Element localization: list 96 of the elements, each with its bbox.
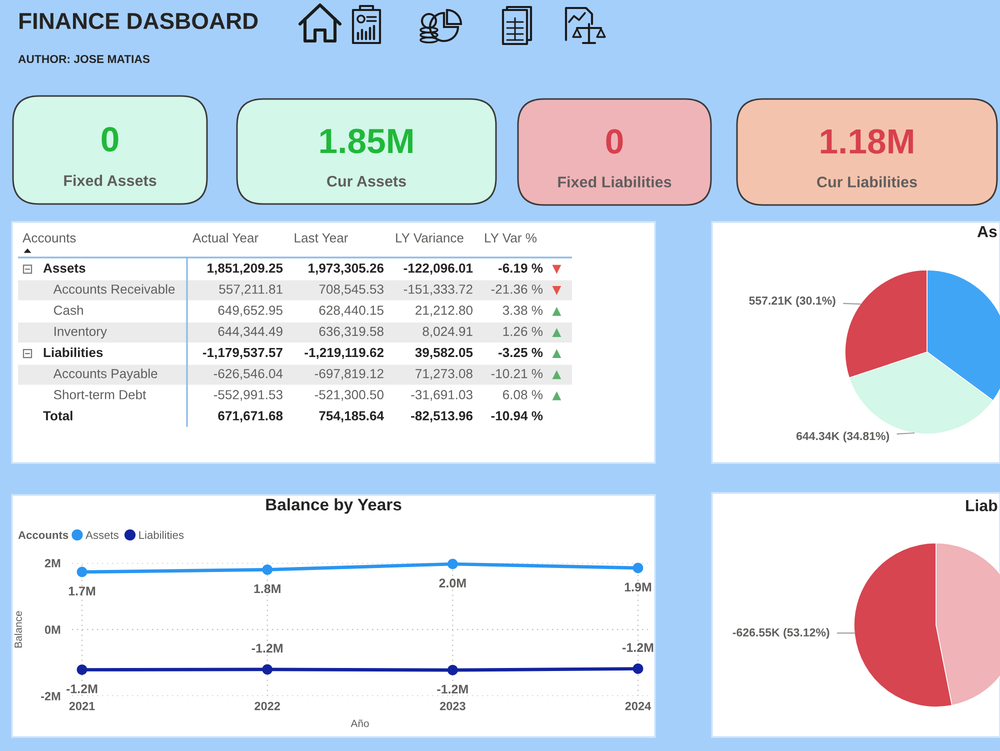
text: ▲ — [552, 391, 562, 400]
text: -626,546.04 — [214, 368, 283, 380]
data-label: -1.2M — [437, 684, 468, 694]
text: 1.18M — [820, 129, 913, 154]
text: -3.25 % — [498, 348, 543, 358]
legend-title: Accounts — [18, 531, 68, 539]
text: Short-term Debt — [54, 390, 146, 400]
text: Fixed Assets — [64, 174, 156, 186]
text: -21.36 % — [491, 284, 543, 294]
text: -10.21 % — [491, 368, 543, 378]
y-tick-label: 0M — [44, 626, 60, 634]
text: FINANCE DASBOARD — [20, 12, 258, 30]
text: 1,851,209.25 — [208, 263, 283, 275]
text: -10.94 % — [491, 411, 543, 420]
text: 71,273.08 — [416, 368, 472, 380]
text: Cur Liabilities — [817, 176, 917, 188]
text: 21,212.80 — [416, 306, 472, 316]
point — [447, 558, 458, 570]
text: Inventory — [54, 326, 107, 339]
x-tick-label: 2022 — [254, 702, 280, 710]
point — [632, 664, 644, 674]
text: -82,513.96 — [411, 411, 473, 422]
text: 557,211.81 — [219, 284, 282, 296]
text: ▼ — [552, 286, 562, 295]
text: -552,991.53 — [214, 390, 282, 401]
text: 8,024.91 — [422, 326, 472, 338]
y-tick-label: 2M — [44, 559, 60, 568]
text: ▲ — [552, 349, 562, 358]
text: ▲ — [552, 306, 562, 316]
text: 671,671.68 — [218, 411, 283, 422]
point — [76, 664, 88, 675]
data-label: 644.34K (34.81%) — [796, 432, 890, 442]
text: 708,545.53 — [319, 284, 384, 296]
text: Cur Assets — [327, 176, 406, 187]
text: ▲ — [552, 328, 562, 337]
legend-label: Assets — [86, 531, 118, 539]
text: Total — [43, 410, 72, 420]
point — [447, 664, 458, 676]
category-label: Last Year — [294, 233, 348, 243]
text: 628,440.15 — [319, 306, 384, 316]
text: Fixed Liabilities — [558, 176, 672, 188]
chart-title: Balance by Years — [266, 498, 402, 514]
text: 754,185.64 — [319, 411, 384, 422]
data-label: 1.7M — [68, 586, 96, 596]
text: 3.38 % — [502, 306, 543, 315]
data-label: -1.2M — [66, 684, 98, 694]
text: 6.08 % — [503, 390, 543, 400]
point — [76, 566, 88, 578]
point — [262, 664, 273, 675]
text: AUTHOR: JOSE MATIAS — [18, 54, 150, 64]
text: Assets — [43, 264, 86, 273]
point — [632, 562, 644, 574]
data-label: -1.2M — [252, 644, 282, 652]
text: -697,819.12 — [314, 368, 384, 380]
text: 1.26 % — [503, 326, 543, 336]
text: 649,652.95 — [218, 306, 282, 316]
text: Accounts Receivable — [53, 284, 175, 294]
text: 636,319.58 — [319, 326, 384, 338]
text: 0 — [606, 129, 623, 154]
y-axis-title: Balance — [14, 611, 22, 648]
text: Accounts Payable — [53, 368, 158, 381]
data-label: -626.55K (53.12%) — [732, 628, 830, 639]
text: ▲ — [552, 370, 562, 380]
text: -6.19 % — [498, 263, 543, 273]
text: 1,973,305.26 — [308, 263, 384, 275]
legend-label: Liabilities — [139, 530, 184, 539]
text: -122,096.01 — [404, 263, 473, 275]
category-label: LY Variance — [396, 232, 464, 243]
text: -151,333.72 — [404, 284, 472, 296]
data-label: 2.0M — [439, 578, 466, 588]
text: 644,344.49 — [218, 326, 282, 338]
x-axis-title: Año — [350, 720, 369, 728]
x-tick-label: 2021 — [69, 702, 95, 710]
x-tick-label: 2023 — [440, 702, 466, 710]
text: 1.85M — [320, 128, 412, 154]
text: -521,300.50 — [314, 390, 384, 401]
text: 39,582.05 — [415, 348, 473, 359]
chart-title: Liab — [966, 500, 998, 512]
text: Liabilities — [44, 348, 103, 358]
data-label: 557.21K (30.1%) — [749, 296, 836, 307]
data-label: 1.9M — [624, 582, 652, 592]
data-label: 1.8M — [254, 584, 280, 594]
data-label: -1.2M — [622, 643, 654, 652]
chart-title: As — [977, 226, 997, 238]
text: -31,691.03 — [411, 390, 472, 401]
category-label: Accounts — [22, 233, 76, 243]
category-label: Actual Year — [192, 232, 258, 243]
x-tick-label: 2024 — [625, 702, 652, 710]
text: 0 — [102, 127, 118, 152]
category-label: LY Var % — [485, 233, 537, 243]
y-tick-label: -2M — [41, 692, 60, 700]
point — [262, 564, 273, 575]
text: -1,179,537.57 — [202, 348, 282, 359]
text: -1,219,119.62 — [304, 348, 384, 359]
text: ▼ — [552, 264, 562, 274]
text: Cash — [54, 305, 83, 315]
